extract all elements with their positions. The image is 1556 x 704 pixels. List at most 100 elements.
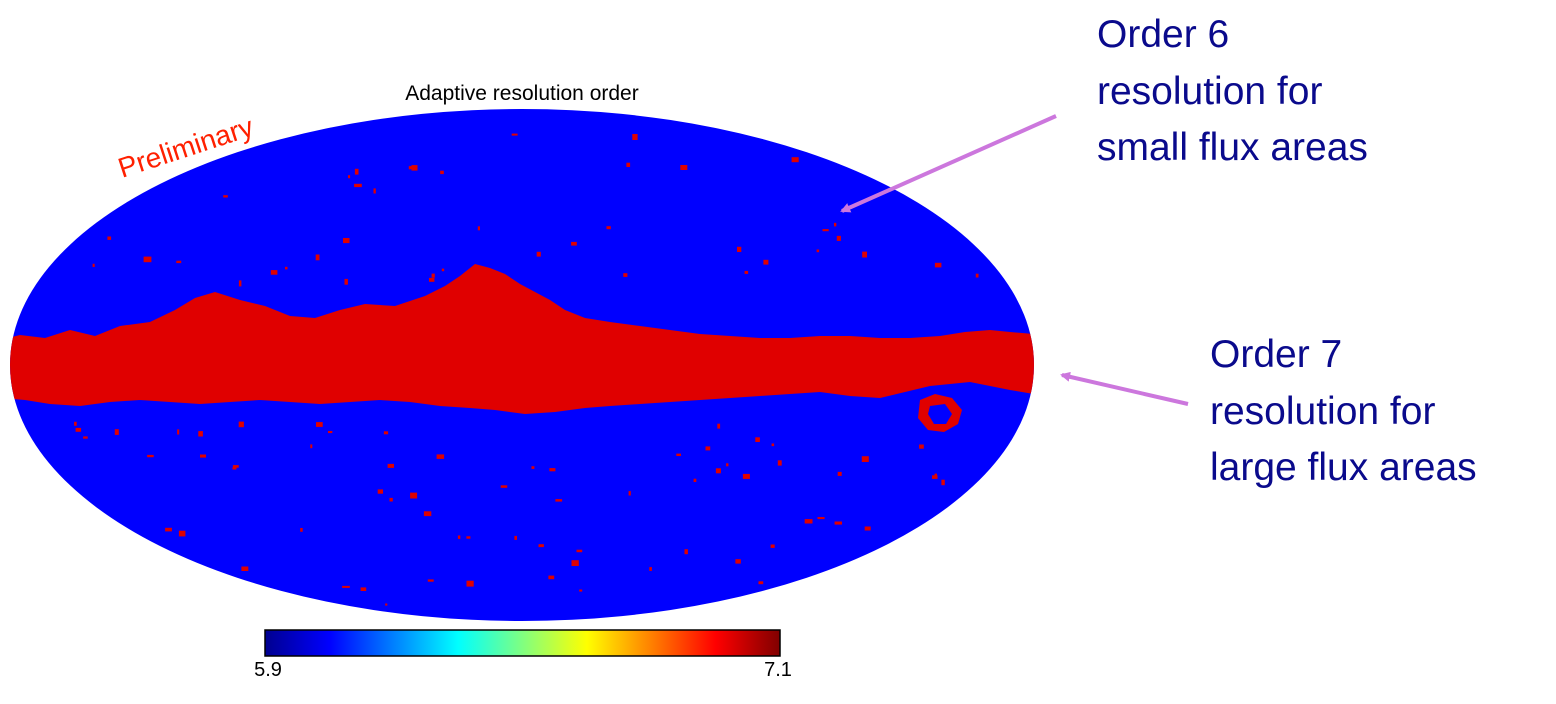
annotation-order-6-line-2: resolution for xyxy=(1097,70,1322,113)
red-speck xyxy=(623,273,628,277)
red-speck xyxy=(862,251,867,258)
annotation-order-7-line-3: large flux areas xyxy=(1210,446,1477,489)
colorbar-gradient xyxy=(264,629,781,657)
red-speck xyxy=(232,467,237,470)
red-speck xyxy=(834,222,837,227)
red-speck xyxy=(632,134,638,140)
red-speck xyxy=(328,431,333,434)
red-speck xyxy=(373,188,376,194)
red-speck xyxy=(549,468,556,472)
red-speck xyxy=(315,254,320,261)
red-speck xyxy=(354,168,359,175)
red-speck xyxy=(649,567,652,571)
red-speck xyxy=(606,226,611,230)
red-speck xyxy=(864,526,871,531)
annotation-order-7-line-1: Order 7 xyxy=(1210,333,1342,376)
red-speck xyxy=(200,454,206,458)
red-speck xyxy=(348,175,351,179)
red-speck xyxy=(241,566,249,571)
red-speck xyxy=(514,535,517,540)
red-speck xyxy=(717,423,721,429)
red-speck xyxy=(107,236,112,240)
galactic-loop-hole xyxy=(928,404,952,424)
red-speck xyxy=(934,262,942,268)
red-speck xyxy=(975,273,979,278)
red-speck xyxy=(626,162,631,167)
red-speck xyxy=(737,246,742,252)
red-speck xyxy=(684,549,688,555)
red-speck xyxy=(705,446,711,451)
red-speck xyxy=(817,517,825,520)
red-speck xyxy=(431,273,435,278)
red-speck xyxy=(441,268,445,272)
red-speck xyxy=(143,256,152,263)
red-speck xyxy=(822,229,829,232)
red-speck xyxy=(83,436,88,439)
red-speck xyxy=(934,473,937,476)
red-speck xyxy=(735,559,741,564)
red-speck xyxy=(500,485,508,488)
red-speck xyxy=(177,429,180,435)
red-speck xyxy=(804,519,813,524)
annotation-order-6: Order 6 resolution for small flux areas xyxy=(840,13,1368,213)
red-speck xyxy=(571,241,577,246)
galactic-plane-band xyxy=(10,264,1034,414)
red-speck xyxy=(316,422,323,427)
red-speck xyxy=(836,235,841,241)
red-speck xyxy=(300,528,303,532)
red-speck xyxy=(178,530,186,537)
red-speck xyxy=(383,431,389,435)
red-speck xyxy=(285,266,288,270)
red-speck xyxy=(92,263,95,267)
red-speck xyxy=(114,429,119,435)
red-speck xyxy=(176,260,182,264)
red-speck xyxy=(511,133,518,136)
red-speck xyxy=(758,581,764,585)
red-speck xyxy=(238,421,244,428)
red-speck xyxy=(354,183,362,188)
red-speck xyxy=(742,473,750,479)
red-speck xyxy=(147,454,154,458)
red-speck xyxy=(791,157,799,163)
galactic-plane-region xyxy=(10,133,1034,606)
colorbar-max-label: 7.1 xyxy=(764,659,792,681)
red-speck xyxy=(410,492,418,499)
red-speck xyxy=(837,471,842,476)
red-speck xyxy=(360,587,367,591)
red-speck xyxy=(715,468,721,474)
red-speck xyxy=(342,585,350,588)
red-speck xyxy=(387,463,394,468)
red-speck xyxy=(680,165,688,170)
red-speck xyxy=(198,431,203,437)
red-speck xyxy=(676,453,681,456)
colorbar: 5.9 7.1 xyxy=(254,629,792,681)
annotation-order-6-line-3: small flux areas xyxy=(1097,126,1368,169)
scattered-red-pixels xyxy=(74,133,979,606)
red-speck xyxy=(466,536,471,539)
red-speck xyxy=(389,497,393,502)
red-speck xyxy=(763,259,769,265)
red-speck xyxy=(440,170,444,175)
annotation-order-7-line-2: resolution for xyxy=(1210,390,1435,433)
red-speck xyxy=(771,443,775,447)
red-speck xyxy=(232,465,239,468)
red-speck xyxy=(861,456,869,462)
red-speck xyxy=(777,460,782,466)
annotation-order-7-arrow xyxy=(1060,371,1189,406)
red-speck xyxy=(466,580,474,587)
red-speck xyxy=(919,444,924,449)
red-speck xyxy=(429,277,435,282)
red-speck xyxy=(427,579,434,582)
annotation-order-6-line-1: Order 6 xyxy=(1097,13,1229,56)
red-speck xyxy=(270,270,278,275)
red-speck xyxy=(74,421,77,426)
red-speck xyxy=(385,603,388,606)
red-speck xyxy=(165,527,172,532)
red-speck xyxy=(538,544,544,548)
red-speck xyxy=(536,251,541,257)
red-speck xyxy=(477,226,480,231)
red-speck xyxy=(377,489,383,494)
red-speck xyxy=(436,454,445,459)
red-speck xyxy=(576,549,583,553)
annotation-order-6-arrow xyxy=(840,114,1057,213)
